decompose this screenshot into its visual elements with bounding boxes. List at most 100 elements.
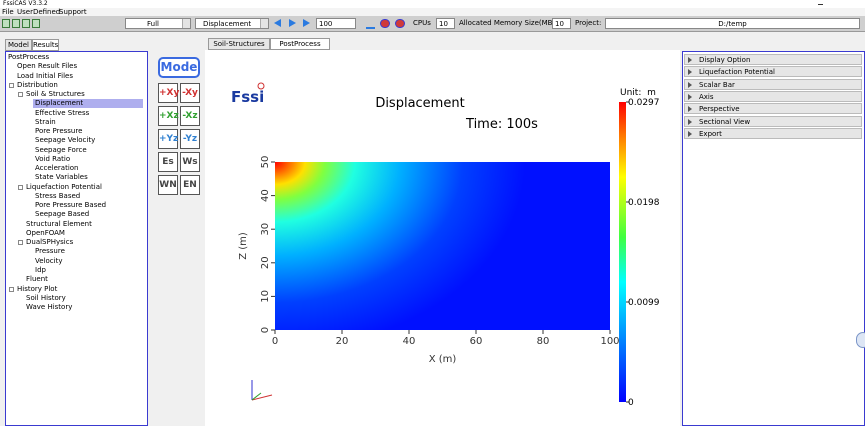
colorbar-label: 0.0099: [628, 298, 660, 308]
menu-bar: [0, 8, 865, 16]
section-arrow: [688, 57, 692, 63]
view-button[interactable]: +Xz: [158, 106, 179, 126]
play-fwd[interactable]: [303, 19, 310, 27]
tree-expander[interactable]: [18, 184, 23, 190]
section-arrow: [688, 106, 692, 113]
tree-item[interactable]: Pressure: [35, 247, 65, 256]
tree-item[interactable]: Seepage Velocity: [35, 136, 96, 145]
triad-y: [251, 392, 262, 401]
combo-arrow[interactable]: [260, 19, 268, 28]
menu-item[interactable]: Support: [59, 8, 87, 16]
tree-item[interactable]: Seepage Based: [35, 210, 90, 219]
view-tab[interactable]: Soil-Structures: [208, 38, 270, 50]
tree-item[interactable]: Pore Pressure: [35, 127, 83, 136]
view-tab[interactable]: PostProcess: [270, 38, 330, 50]
tree-item[interactable]: Pore Pressure Based: [35, 201, 107, 210]
section-arrow: [688, 81, 692, 88]
tree-expander[interactable]: [9, 82, 14, 88]
panel-section[interactable]: Sectional View: [684, 115, 862, 127]
menu-item[interactable]: UserDefined: [17, 8, 61, 16]
panel-section[interactable]: Perspective: [684, 103, 862, 115]
record[interactable]: [380, 19, 390, 28]
play[interactable]: [289, 19, 296, 27]
tree-panel: [5, 51, 148, 426]
tree-item[interactable]: Structural Element: [26, 219, 92, 228]
x-tick-label: 100: [600, 336, 619, 347]
tree-item[interactable]: Load Initial Files: [17, 71, 73, 80]
colorbar: [619, 102, 626, 402]
side-handle[interactable]: [856, 332, 865, 348]
tree-item[interactable]: Fluent: [26, 275, 48, 284]
memory-input[interactable]: 10: [552, 18, 571, 29]
tree-expander[interactable]: [9, 286, 14, 292]
tree-item[interactable]: Strain: [35, 117, 56, 126]
plot-title: Displacement: [375, 96, 464, 111]
view-button[interactable]: -Yz: [180, 129, 200, 149]
view-button[interactable]: +Yz: [158, 129, 178, 149]
tree-item[interactable]: Acceleration: [35, 164, 79, 173]
view-button[interactable]: Ws: [180, 152, 200, 172]
tree-item[interactable]: History Plot: [17, 284, 58, 293]
tree-item[interactable]: PostProcess: [8, 53, 50, 61]
tree-item[interactable]: DualSPHysics: [26, 238, 74, 247]
tree-item[interactable]: Stress Based: [35, 191, 81, 200]
cpus-label: CPUs: [413, 19, 431, 27]
view-button[interactable]: Mode: [158, 57, 200, 78]
minimize[interactable]: [818, 4, 823, 5]
panel-tab[interactable]: Model: [5, 39, 32, 51]
y-tick-label: 10: [260, 290, 271, 303]
colorbar-unit: Unit: m: [620, 88, 656, 98]
view-button[interactable]: WN: [158, 175, 178, 195]
y-tick-label: 20: [260, 256, 271, 269]
panel-section[interactable]: Liquefaction Potential: [684, 66, 862, 78]
panel-section[interactable]: Scalar Bar: [684, 78, 862, 90]
tree-item[interactable]: Liquefaction Potential: [26, 182, 102, 191]
x-tick-label: 40: [403, 336, 416, 347]
x-tick-label: 0: [272, 336, 278, 347]
tree-item[interactable]: Displacement: [35, 99, 84, 108]
panel-section[interactable]: Axis: [684, 90, 862, 102]
tree-item[interactable]: Seepage Force: [35, 145, 87, 154]
panel-section[interactable]: Display Option: [684, 54, 862, 65]
tree-item[interactable]: OpenFOAM: [26, 228, 65, 237]
panel-tab[interactable]: Results: [32, 39, 59, 51]
tree-item[interactable]: Soil & Structures: [26, 90, 85, 99]
combo-box[interactable]: Displacement: [195, 18, 269, 29]
toolbar-icon[interactable]: [22, 19, 30, 28]
combo-arrow[interactable]: [182, 19, 190, 28]
section-arrow: [688, 93, 692, 100]
step-input[interactable]: 100: [316, 18, 356, 29]
tree-expander[interactable]: [18, 92, 23, 98]
stop[interactable]: [395, 19, 405, 28]
y-tick-label: 50: [260, 156, 271, 169]
toolbar-icon[interactable]: [2, 19, 10, 28]
cpus-input[interactable]: 10: [436, 18, 455, 29]
menu-item[interactable]: File: [2, 8, 14, 16]
play-back[interactable]: [274, 19, 281, 27]
toolbar-icon[interactable]: [12, 19, 20, 28]
view-button[interactable]: Es: [158, 152, 178, 172]
project-input[interactable]: D:/temp: [605, 18, 860, 29]
colorbar-label: 0: [628, 398, 634, 408]
tree-item[interactable]: Distribution: [17, 80, 58, 89]
view-button[interactable]: -Xy: [180, 83, 200, 103]
tree-item[interactable]: Effective Stress: [35, 108, 90, 117]
tree-item[interactable]: Soil History: [26, 293, 66, 302]
view-button[interactable]: -Xz: [180, 106, 200, 126]
tree-expander[interactable]: [18, 240, 23, 246]
tree-item[interactable]: Open Result Files: [17, 62, 78, 71]
tree-item[interactable]: Void Ratio: [35, 154, 71, 163]
view-button[interactable]: +Xy: [158, 83, 179, 103]
tree-item[interactable]: State Variables: [35, 173, 88, 182]
download[interactable]: [366, 18, 375, 29]
toolbar-icon[interactable]: [32, 19, 40, 28]
panel-section[interactable]: Export: [684, 127, 862, 139]
tree-item[interactable]: Velocity: [35, 256, 63, 265]
tree-item[interactable]: Idp: [35, 265, 46, 274]
view-button[interactable]: EN: [180, 175, 200, 195]
combo-box[interactable]: Full: [125, 18, 191, 29]
y-tick-label: 0: [260, 327, 271, 333]
tree-item[interactable]: Wave History: [26, 303, 73, 312]
x-tick-label: 80: [537, 336, 550, 347]
